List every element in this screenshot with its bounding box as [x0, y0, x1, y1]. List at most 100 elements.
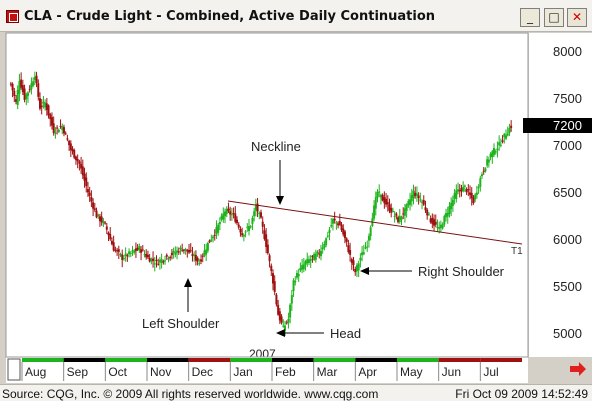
- candle-body: [297, 273, 300, 277]
- candle-body: [484, 168, 487, 172]
- candle-body: [381, 195, 384, 201]
- candle-body: [333, 218, 336, 221]
- candle-body: [241, 233, 244, 236]
- candle-body: [385, 198, 388, 205]
- candle-body: [143, 254, 146, 256]
- month-label: Nov: [150, 365, 171, 379]
- candle-body: [386, 202, 389, 205]
- candle-body: [277, 304, 280, 315]
- candle-body: [136, 247, 139, 250]
- candle-body: [9, 83, 12, 85]
- candle-body: [21, 85, 24, 93]
- candle-body: [301, 265, 304, 270]
- candle-body: [313, 253, 316, 260]
- candle-body: [85, 177, 88, 187]
- candle-body: [290, 295, 293, 304]
- candle-body: [501, 140, 504, 142]
- candle-body: [205, 249, 208, 255]
- month-strip-segment: [147, 358, 189, 362]
- last-price-label: 7200: [553, 118, 582, 133]
- candle-body: [340, 224, 343, 231]
- month-label: Mar: [317, 365, 338, 379]
- candle-body: [366, 246, 369, 248]
- candle-body: [42, 101, 45, 104]
- candle-body: [201, 255, 204, 257]
- candle-body: [215, 227, 218, 234]
- candle-body: [196, 257, 199, 262]
- scroll-left-button[interactable]: [7, 358, 21, 381]
- candle-body: [122, 258, 125, 260]
- candle-body: [213, 234, 216, 236]
- candle-body: [503, 133, 506, 138]
- month-strip-segment: [230, 358, 272, 362]
- candle-body: [71, 148, 74, 152]
- candle-body: [295, 272, 298, 278]
- candle-body: [450, 202, 453, 210]
- candle-body: [345, 238, 348, 242]
- minimize-button[interactable]: _: [520, 8, 540, 27]
- candle-body: [451, 199, 454, 206]
- candle-body: [14, 99, 17, 102]
- candle-body: [146, 254, 149, 258]
- candle-body: [343, 231, 346, 239]
- candle-body: [54, 132, 57, 134]
- candle-body: [352, 260, 355, 266]
- candle-body: [508, 128, 511, 134]
- candle-body: [330, 225, 333, 227]
- candle-body: [510, 125, 513, 128]
- y-tick-7500: 7500: [553, 91, 582, 106]
- month-label: Jan: [233, 365, 252, 379]
- candle-body: [448, 206, 451, 215]
- candle-body: [28, 89, 31, 91]
- timestamp-text: Fri Oct 09 2009 14:52:49: [455, 387, 588, 401]
- candle-body: [66, 138, 69, 140]
- month-strip-segment: [22, 358, 64, 362]
- candle-body: [68, 140, 71, 146]
- price-axis[interactable]: [529, 33, 592, 357]
- candle-body: [407, 200, 410, 206]
- candle-body: [194, 254, 197, 261]
- month-strip-segment: [272, 358, 314, 362]
- plot-area[interactable]: [5, 32, 529, 358]
- candle-body: [62, 127, 65, 134]
- maximize-button[interactable]: □: [544, 8, 564, 27]
- neckline-trendline[interactable]: [227, 200, 523, 245]
- candle-body: [220, 215, 223, 220]
- candle-body: [422, 200, 425, 205]
- candle-body: [354, 268, 357, 273]
- candle-body: [342, 228, 345, 235]
- candle-body: [398, 216, 401, 222]
- candle-body: [467, 189, 470, 191]
- candle-body: [378, 191, 381, 193]
- scroll-right-arrow-icon[interactable]: [570, 362, 586, 376]
- candle-body: [460, 188, 463, 192]
- candle-body: [145, 253, 148, 258]
- candle-body: [49, 114, 52, 120]
- candle-body: [181, 249, 184, 251]
- candle-body: [263, 230, 266, 239]
- candle-body: [395, 213, 398, 216]
- candle-body: [57, 129, 60, 133]
- candle-body: [376, 191, 379, 198]
- candle-body: [37, 83, 40, 97]
- candle-body: [200, 259, 203, 262]
- candle-body: [421, 201, 424, 203]
- candle-body: [236, 219, 239, 224]
- month-label: Jul: [483, 365, 498, 379]
- candle-body: [25, 94, 28, 100]
- candle-body: [362, 252, 365, 255]
- candle-body: [338, 221, 341, 225]
- price-chart[interactable]: T1 Neckline Left Shoulder Head Right Sho…: [0, 32, 592, 384]
- last-price-marker: [523, 118, 592, 133]
- candle-body: [109, 233, 112, 240]
- candle-body: [304, 261, 307, 265]
- candle-body: [472, 197, 475, 204]
- candle-body: [268, 255, 271, 262]
- candle-body: [105, 226, 108, 230]
- candle-body: [323, 244, 326, 248]
- candle-body: [217, 224, 220, 233]
- close-button[interactable]: ✕: [567, 8, 587, 27]
- candle-body: [469, 192, 472, 195]
- candle-body: [256, 203, 259, 212]
- candle-body: [64, 133, 67, 135]
